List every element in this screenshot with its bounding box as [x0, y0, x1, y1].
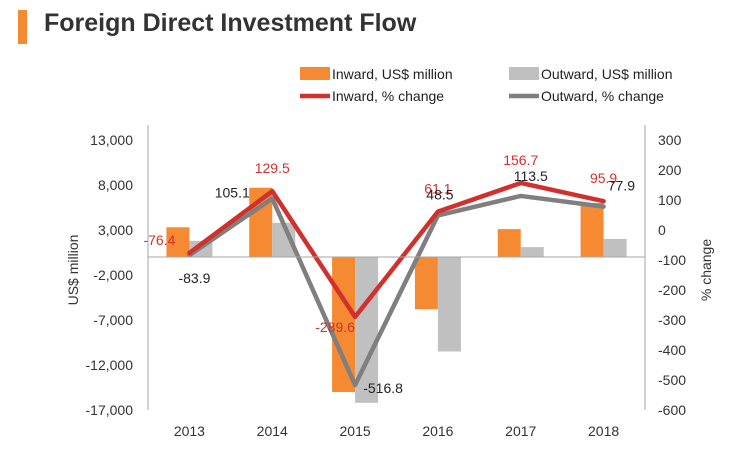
- page-title: Foreign Direct Investment Flow: [44, 9, 417, 37]
- legend-label-2: Inward, % change: [332, 88, 444, 104]
- right-tick-label: -300: [658, 312, 686, 328]
- bar-inward-2013: [166, 227, 190, 257]
- x-tick-label: 2015: [340, 423, 371, 439]
- right-tick-label: 300: [658, 132, 682, 148]
- legend-label-3: Outward, % change: [541, 88, 664, 104]
- legend-swatch-1: [509, 67, 539, 80]
- x-tick-label: 2017: [505, 423, 536, 439]
- right-tick-label: -100: [658, 252, 686, 268]
- legend: Inward, US$ million Outward, US$ million I…: [300, 66, 673, 104]
- outward-change-label: 105.1: [215, 184, 250, 200]
- x-tick-label: 2014: [257, 423, 288, 439]
- outward-change-label: 113.5: [514, 168, 548, 184]
- right-tick-label: -500: [658, 372, 686, 388]
- plot-area: [166, 180, 627, 403]
- right-tick-label: 0: [658, 222, 666, 238]
- left-tick-label: 3,000: [98, 222, 133, 238]
- legend-swatch-0: [300, 67, 330, 80]
- x-tick-label: 2013: [174, 423, 205, 439]
- y-axis-title-left: US$ million: [65, 235, 81, 306]
- inward-change-line: [187, 180, 606, 320]
- outward-change-label: 77.9: [608, 178, 635, 194]
- bar-outward-2018: [603, 239, 627, 257]
- right-tick-label: -600: [658, 402, 686, 418]
- bar-outward-2016: [437, 257, 461, 352]
- inward-change-label: -76.4: [143, 232, 175, 248]
- x-tick-label: 2018: [588, 423, 619, 439]
- y-axis-title-right: % change: [698, 239, 714, 301]
- x-tick-label: 2016: [422, 423, 453, 439]
- bar-inward-2018: [580, 203, 604, 257]
- left-tick-label: -7,000: [93, 312, 133, 328]
- left-tick-label: 8,000: [98, 177, 133, 193]
- left-tick-label: 13,000: [90, 132, 133, 148]
- right-tick-label: 200: [658, 162, 682, 178]
- outward-change-label: -516.8: [363, 380, 403, 396]
- bar-inward-2017: [497, 229, 521, 257]
- inward-change-label: 95.9: [590, 170, 617, 186]
- left-tick-label: -17,000: [86, 402, 134, 418]
- outward-change-label: -83.9: [178, 270, 210, 286]
- right-tick-label: -400: [658, 342, 686, 358]
- inward-change-label: 156.7: [503, 152, 538, 168]
- inward-change-label: -289.6: [315, 319, 355, 335]
- right-tick-label: 100: [658, 192, 682, 208]
- title-accent-bar: [18, 10, 27, 44]
- bar-outward-2014: [272, 222, 296, 257]
- legend-label-1: Outward, US$ million: [541, 66, 673, 82]
- right-tick-label: -200: [658, 282, 686, 298]
- legend-label-0: Inward, US$ million: [332, 66, 453, 82]
- axes: 13,000 8,000 3,000 -2,000 -7,000 -12,000 -17,0…: [65, 125, 714, 439]
- data-labels: -76.4 129.5 -289.6 61.1 156.7 95.9 -83.9 105.1 -…: [143, 152, 635, 396]
- outward-change-label: 48.5: [426, 186, 453, 202]
- inward-change-label: 129.5: [255, 160, 290, 176]
- outward-change-line: [187, 193, 606, 388]
- inward-change-label: 61.1: [424, 181, 451, 197]
- left-tick-label: -12,000: [86, 357, 134, 373]
- bar-outward-2017: [520, 247, 544, 257]
- bar-inward-2016: [414, 257, 438, 310]
- left-tick-label: -2,000: [93, 267, 133, 283]
